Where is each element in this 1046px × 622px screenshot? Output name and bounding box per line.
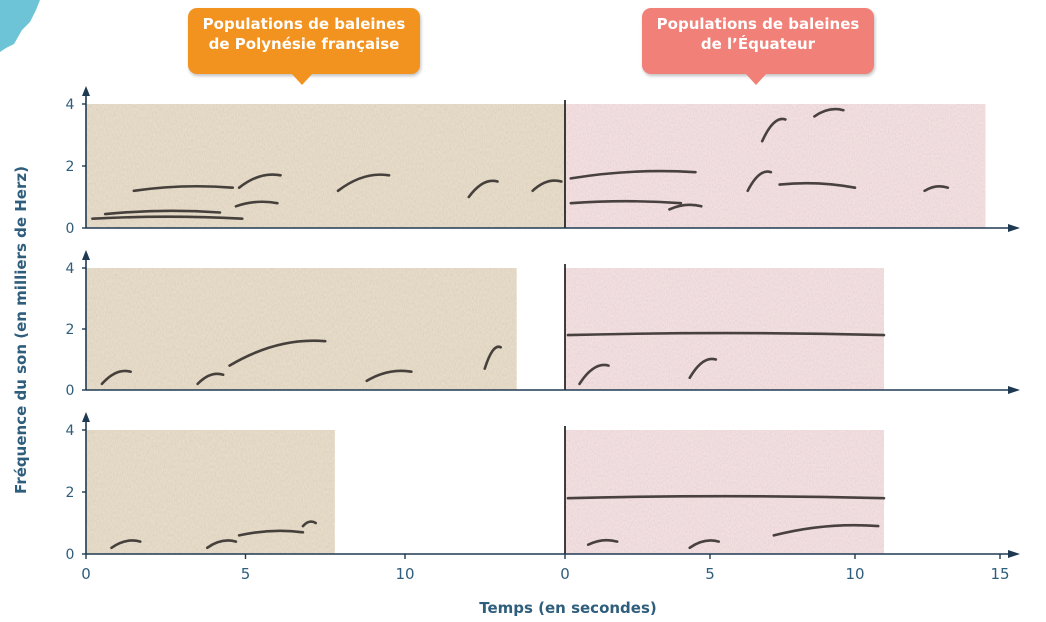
whale-call-left-row3-3: [237, 529, 305, 537]
y-axis-arrow-row1: [82, 86, 90, 96]
whale-call-right-row3-4: [566, 494, 886, 500]
whale-call-right-row1-4: [746, 170, 773, 193]
y-tick-label-row3-0: 0: [66, 547, 75, 563]
whale-call-left-row2-5: [483, 345, 502, 370]
whale-call-left-row2-1: [100, 369, 132, 386]
whale-call-left-row3-4: [301, 520, 317, 528]
spectrogram-noise-left-row3: [86, 430, 335, 554]
y-tick-label-row2-4: 4: [66, 261, 75, 277]
whale-call-left-row3-1: [110, 539, 142, 550]
x-axis-arrow-row1: [1008, 224, 1020, 232]
whale-call-right-row3-2: [688, 539, 720, 550]
whale-call-right-row3-1: [586, 538, 619, 546]
y-axis-arrow-row3: [82, 412, 90, 422]
whale-call-left-row1-5: [237, 173, 282, 189]
y-axis-label: Fréquence du son (en milliers de Herz): [12, 166, 30, 494]
whale-call-right-row2-2: [688, 357, 718, 380]
spectrogram-noise-right-row1: [565, 104, 986, 228]
x-axis-arrow-row2: [1008, 386, 1020, 394]
x-tick-label-left-10: 10: [395, 565, 414, 583]
y-tick-label-row2-0: 0: [66, 383, 75, 399]
y-tick-label-row3-4: 4: [66, 423, 75, 439]
whale-call-left-row1-1: [91, 215, 244, 220]
whale-call-right-row1-6: [760, 117, 787, 143]
callout-ecuador-line1: Populations de baleines: [656, 15, 860, 33]
spectrogram-noise-right-row3: [565, 430, 884, 554]
whale-call-left-row1-8: [531, 179, 563, 193]
x-tick-label-right-5: 5: [705, 565, 715, 583]
x-tick-label-right-0: 0: [560, 565, 570, 583]
whale-call-left-row3-2: [205, 539, 238, 550]
y-tick-label-row1-0: 0: [66, 221, 75, 237]
x-tick-label-right-15: 15: [990, 565, 1009, 583]
whale-call-right-row2-3: [566, 331, 886, 337]
y-tick-label-row3-2: 2: [66, 485, 75, 501]
y-tick-label-row1-4: 4: [66, 97, 75, 113]
whale-call-left-row1-2: [103, 209, 222, 216]
callout-ecuador-line2: de l’Équateur: [700, 35, 816, 53]
callout-ecuador: Populations de baleines de l’Équateur: [642, 8, 874, 85]
whale-call-right-row1-8: [923, 184, 950, 193]
x-tick-label-right-10: 10: [845, 565, 864, 583]
whale-call-right-row3-3: [772, 523, 880, 537]
whale-call-left-row1-7: [467, 179, 499, 199]
whale-call-right-row1-2: [569, 169, 697, 180]
y-tick-label-row2-2: 2: [66, 322, 75, 338]
x-tick-label-left-5: 5: [241, 565, 251, 583]
callout-polynesia-line2: de Polynésie française: [208, 35, 400, 53]
map-fragment-decoration: [0, 0, 40, 52]
x-axis-arrow-row3: [1008, 550, 1020, 558]
y-tick-label-row1-2: 2: [66, 159, 75, 175]
whale-call-right-row2-1: [578, 363, 610, 386]
spectrogram-noise-left-row2: [86, 268, 517, 390]
whale-call-right-row1-3: [668, 203, 703, 211]
whale-call-right-row1-7: [813, 107, 845, 118]
whale-call-left-row2-4: [365, 369, 413, 383]
whale-call-right-row1-5: [778, 181, 857, 189]
x-axis-label: Temps (en secondes): [479, 599, 657, 617]
whale-call-left-row2-2: [196, 372, 225, 386]
spectrogram-noise-right-row2: [565, 268, 884, 390]
callout-polynesia-line1: Populations de baleines: [202, 15, 406, 33]
whale-call-left-row1-3: [132, 184, 235, 193]
whale-call-right-row1-1: [569, 199, 683, 205]
whale-call-left-row2-3: [228, 339, 327, 367]
y-axis-arrow-row2: [82, 250, 90, 260]
spectrogram-noise-left-row1: [86, 104, 565, 228]
x-tick-label-left-0: 0: [81, 565, 91, 583]
whale-call-left-row1-4: [234, 200, 279, 208]
callout-polynesia: Populations de baleines de Polynésie fra…: [188, 8, 420, 85]
whale-call-left-row1-6: [336, 173, 391, 193]
